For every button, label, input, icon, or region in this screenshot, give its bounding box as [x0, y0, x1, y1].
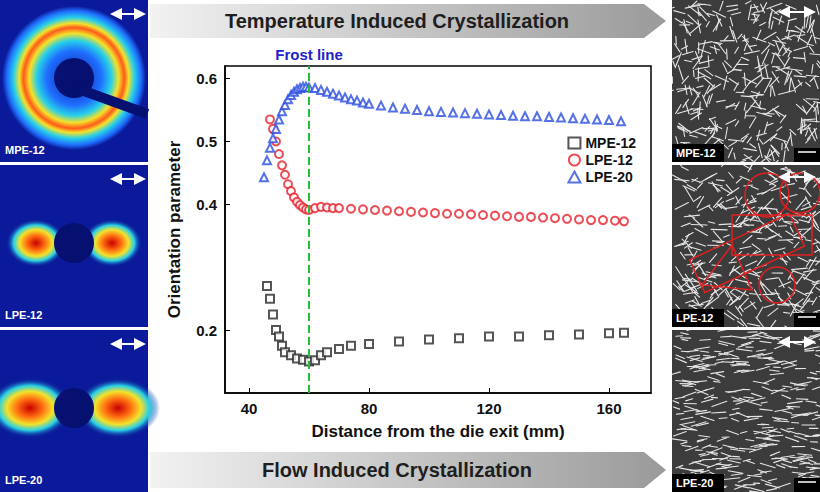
svg-text:LPE-20: LPE-20 — [676, 477, 713, 489]
svg-text:MPE-12: MPE-12 — [585, 135, 636, 151]
svg-text:Frost line: Frost line — [275, 46, 343, 63]
svg-text:120: 120 — [476, 400, 501, 417]
svg-text:Flow Induced Crystallization: Flow Induced Crystallization — [262, 459, 532, 481]
svg-text:LPE-20: LPE-20 — [585, 169, 633, 185]
svg-text:Temperature Induced Crystalliz: Temperature Induced Crystallization — [225, 10, 569, 32]
svg-text:LPE-12: LPE-12 — [585, 152, 633, 168]
svg-text:80: 80 — [361, 400, 378, 417]
svg-text:0.6: 0.6 — [196, 70, 217, 87]
svg-text:0.2: 0.2 — [196, 322, 217, 339]
svg-text:LPE-12: LPE-12 — [5, 309, 42, 321]
svg-text:MPE-12: MPE-12 — [5, 144, 45, 156]
svg-text:Orientation parameter: Orientation parameter — [165, 140, 184, 318]
svg-text:Distance from the die exit (mm: Distance from the die exit (mm) — [311, 422, 564, 441]
svg-text:MPE-12: MPE-12 — [676, 147, 716, 159]
svg-text:0.5: 0.5 — [196, 133, 217, 150]
svg-text:LPE-12: LPE-12 — [676, 312, 713, 324]
svg-text:0.4: 0.4 — [196, 196, 218, 213]
svg-text:LPE-20: LPE-20 — [5, 474, 42, 486]
svg-text:40: 40 — [241, 400, 258, 417]
svg-text:160: 160 — [596, 400, 621, 417]
